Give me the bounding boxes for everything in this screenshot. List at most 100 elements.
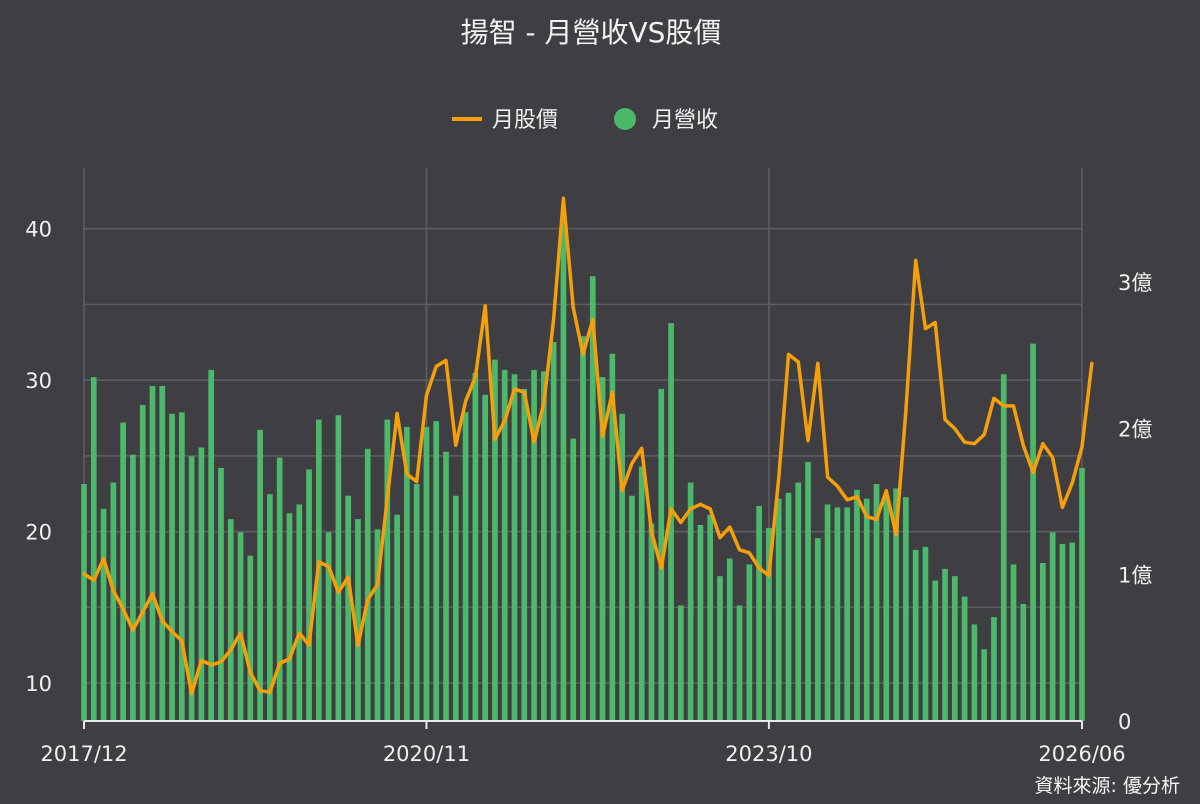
y-right-tick-label: 2億	[1118, 417, 1152, 441]
legend: 月股價 月營收	[452, 108, 718, 133]
legend-label-revenue: 月營收	[652, 108, 718, 133]
revenue-bar	[687, 482, 694, 721]
revenue-bar	[942, 568, 948, 721]
revenue-bar	[1030, 343, 1036, 721]
revenue-bar	[795, 482, 802, 721]
revenue-bar	[276, 457, 283, 721]
revenue-bar	[404, 426, 410, 721]
revenue-bar	[619, 413, 625, 721]
revenue-bar	[629, 495, 635, 721]
revenue-bar	[570, 438, 577, 721]
revenue-bar	[932, 580, 939, 721]
revenue-bar	[286, 513, 293, 721]
revenue-bar	[844, 507, 851, 721]
revenue-bar	[482, 394, 488, 721]
axes: 2017/12 2020/11 2023/10 2026/06 10 20 30 40 0 1億 2…	[25, 218, 1152, 766]
revenue-bar	[863, 498, 870, 721]
y-right-tick-label: 1億	[1118, 564, 1152, 588]
revenue-bar	[257, 429, 263, 721]
revenue-bar	[785, 492, 792, 721]
revenue-bar	[472, 372, 479, 721]
x-tick-label: 2023/10	[725, 742, 812, 766]
revenue-bar	[521, 388, 528, 721]
revenue-bar	[325, 532, 332, 721]
revenue-bar	[648, 523, 655, 721]
revenue-bar	[364, 448, 371, 721]
revenue-bar	[766, 527, 772, 721]
revenue-bar	[775, 498, 782, 721]
revenue-bar	[1020, 603, 1027, 721]
revenue-bar	[981, 649, 987, 721]
revenue-bar	[678, 605, 684, 721]
price-line-group	[82, 196, 1094, 696]
revenue-bar	[805, 462, 811, 721]
revenue-bar	[658, 388, 665, 721]
revenue-bar	[179, 412, 185, 721]
revenue-bar	[1049, 532, 1056, 721]
revenue-bar	[991, 617, 997, 721]
revenue-bar	[306, 469, 312, 721]
revenue-bar	[110, 482, 117, 721]
revenue-bar	[668, 323, 674, 721]
revenue-bar	[609, 353, 616, 721]
revenue-bar	[1010, 564, 1017, 721]
y-left-tick-label: 20	[25, 521, 52, 545]
revenue-bar	[824, 504, 831, 721]
revenue-bar	[1000, 374, 1007, 721]
revenue-bars	[81, 219, 1085, 721]
revenue-bar	[951, 576, 958, 721]
revenue-bar	[208, 369, 215, 721]
legend-dot-swatch	[614, 108, 636, 130]
revenue-bar	[912, 549, 919, 721]
legend-label-price: 月股價	[492, 108, 558, 133]
revenue-bar	[883, 497, 890, 721]
revenue-bar	[746, 564, 753, 721]
revenue-bar	[903, 497, 909, 721]
y-left-tick-label: 10	[25, 672, 52, 696]
revenue-bar	[374, 529, 381, 721]
revenue-bar	[736, 605, 743, 721]
revenue-bar	[697, 524, 704, 721]
revenue-bar	[169, 413, 175, 721]
revenue-bar	[443, 451, 449, 721]
revenue-bar	[198, 447, 205, 721]
revenue-bar	[413, 484, 420, 721]
x-tick-label: 2017/12	[40, 742, 127, 766]
revenue-bar	[531, 369, 537, 721]
revenue-bar	[961, 596, 968, 721]
revenue-bar	[227, 519, 234, 721]
revenue-bar	[717, 576, 723, 721]
revenue-bar	[726, 558, 733, 721]
revenue-bar	[501, 369, 508, 721]
revenue-bar	[345, 495, 352, 721]
revenue-bar	[130, 454, 136, 721]
revenue-bar	[139, 405, 146, 721]
revenue-bar	[433, 421, 440, 721]
revenue-bar	[580, 336, 586, 721]
revenue-bar	[599, 377, 606, 721]
revenue-bar	[971, 624, 978, 721]
revenue-bar	[267, 494, 273, 721]
x-tick-label: 2026/06	[1038, 742, 1125, 766]
revenue-bar	[756, 505, 762, 721]
revenue-bar	[589, 276, 596, 721]
y-right-tick-label: 3億	[1118, 271, 1152, 295]
revenue-bar	[394, 514, 400, 721]
revenue-bar	[81, 484, 87, 721]
revenue-bar	[296, 504, 303, 721]
revenue-bar	[814, 538, 821, 721]
revenue-bar	[120, 422, 126, 721]
x-tick-label: 2020/11	[383, 742, 470, 766]
revenue-bar	[159, 385, 166, 721]
source-label: 資料來源: 優分析	[1035, 775, 1180, 797]
y-left-tick-label: 30	[25, 369, 52, 393]
revenue-bar	[834, 507, 841, 721]
revenue-bar	[560, 219, 567, 721]
revenue-bar	[237, 532, 244, 721]
revenue-bar	[854, 489, 860, 721]
revenue-bar	[90, 377, 97, 721]
revenue-bar	[1059, 543, 1066, 721]
revenue-bar	[452, 495, 459, 721]
revenue-bar	[541, 371, 547, 721]
